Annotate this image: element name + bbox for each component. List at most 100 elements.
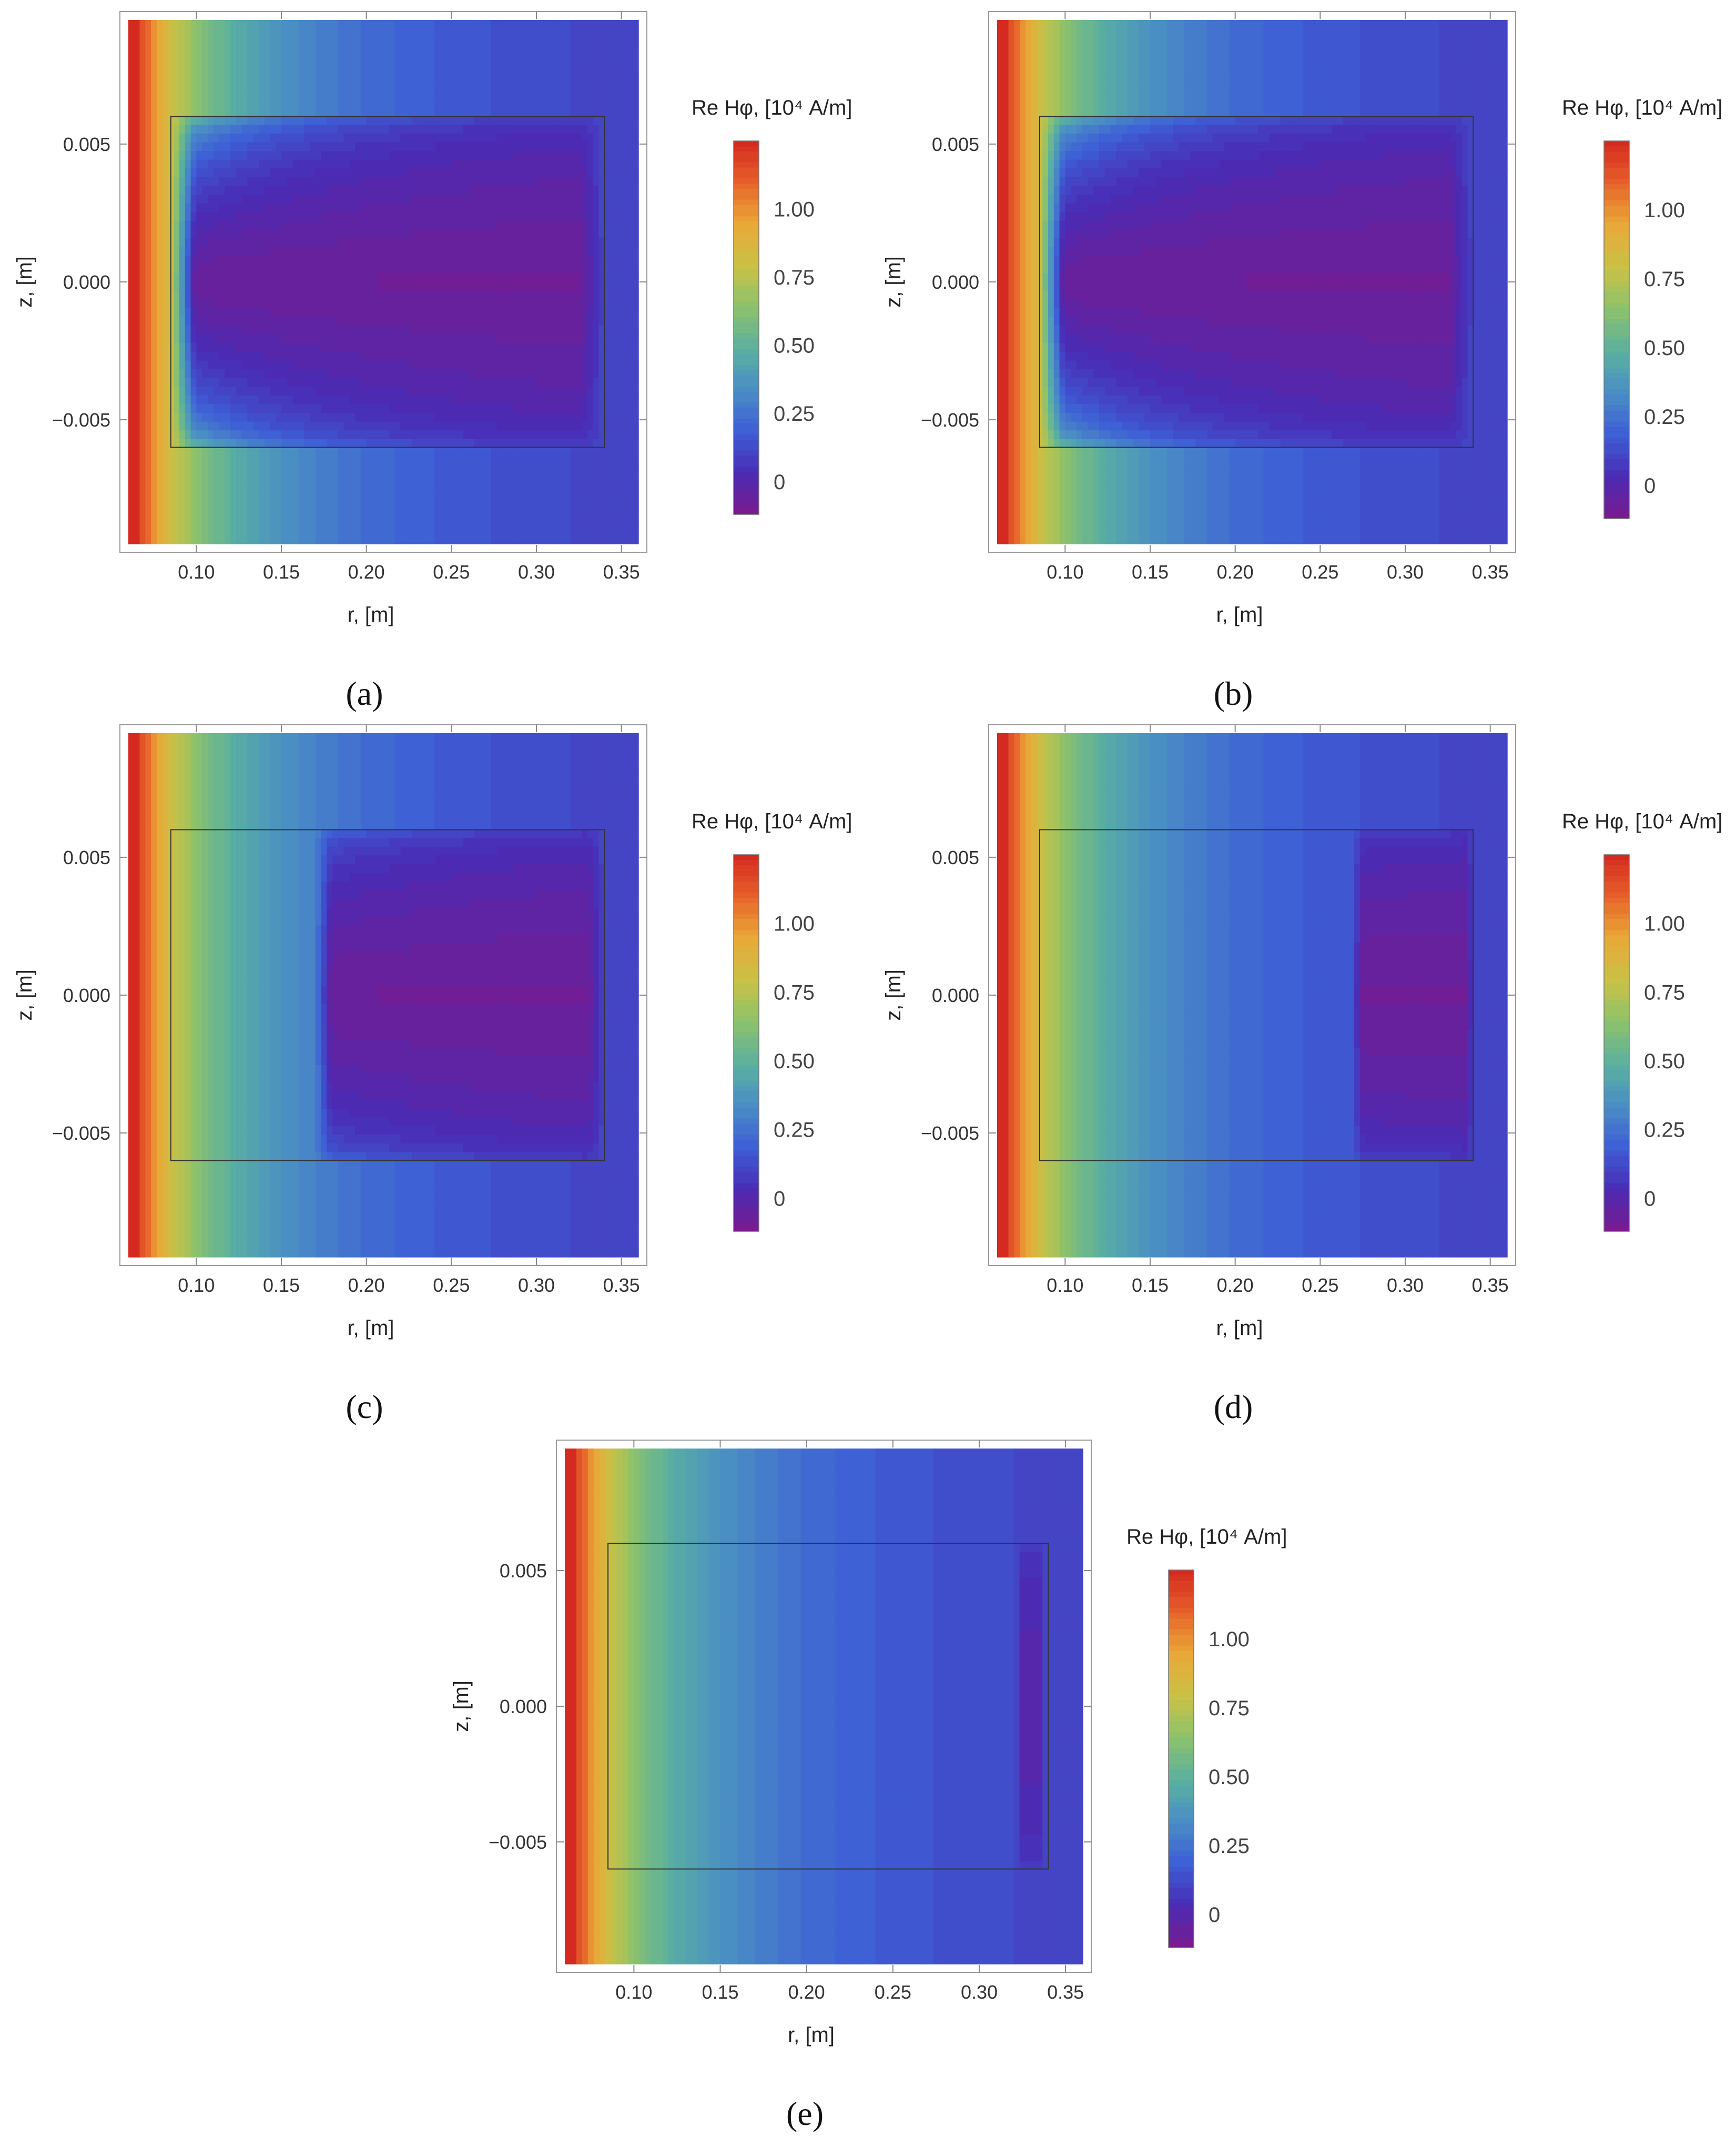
field-cell <box>174 299 179 308</box>
field-cell <box>128 335 134 343</box>
field-cell <box>163 177 168 186</box>
field-cell <box>202 404 208 413</box>
field-cell <box>157 142 163 151</box>
field-cell <box>247 439 253 448</box>
field-cell <box>236 282 242 291</box>
field-cell <box>179 483 185 492</box>
field-cell <box>270 229 276 238</box>
field-cell <box>151 378 157 387</box>
field-cell <box>151 369 157 378</box>
field-cell <box>140 20 146 29</box>
field-cell <box>225 299 230 308</box>
field-cell <box>230 308 236 317</box>
field-cell <box>225 46 230 55</box>
field-cell <box>208 474 214 483</box>
field-cell <box>208 229 214 238</box>
panel-a: 0.10 0.15 0.20 0.25 0.30 0.350.0050.000−0.005… <box>13 12 852 712</box>
field-cell <box>151 509 157 518</box>
field-cell <box>219 134 225 143</box>
field-cell <box>163 204 168 212</box>
field-cell <box>179 20 185 29</box>
field-cell <box>208 98 214 107</box>
field-cell <box>259 177 265 186</box>
field-cell <box>174 291 179 300</box>
field-cell <box>128 37 134 46</box>
field-cell <box>265 396 270 404</box>
field-cell <box>134 317 140 326</box>
field-cell <box>270 73 276 82</box>
field-cell <box>202 81 208 90</box>
field-cell <box>253 273 259 282</box>
field-cell <box>179 134 185 143</box>
field-cell <box>247 160 253 169</box>
field-cell <box>236 195 242 204</box>
field-cell <box>145 125 151 134</box>
field-cell <box>259 64 265 73</box>
field-cell <box>128 291 134 300</box>
field-cell <box>196 37 202 46</box>
field-cell <box>179 160 185 169</box>
field-cell <box>202 378 208 387</box>
field-cell <box>145 360 151 369</box>
field-cell <box>253 55 259 64</box>
field-cell <box>191 343 197 352</box>
field-cell <box>157 518 163 526</box>
field-cell <box>247 343 253 352</box>
field-cell <box>202 326 208 335</box>
field-cell <box>236 125 242 134</box>
field-cell <box>253 500 259 509</box>
field-cell <box>179 73 185 82</box>
field-cell <box>140 107 146 116</box>
field-cell <box>185 430 191 439</box>
field-cell <box>191 195 197 204</box>
field-cell <box>219 483 225 492</box>
field-cell <box>265 204 270 212</box>
field-cell <box>259 55 265 64</box>
field-cell <box>202 448 208 457</box>
field-cell <box>236 465 242 474</box>
field-cell <box>174 439 179 448</box>
field-cell <box>179 352 185 361</box>
field-cell <box>145 64 151 73</box>
field-cell <box>196 360 202 369</box>
field-cell <box>185 439 191 448</box>
field-cell <box>134 265 140 274</box>
field-cell <box>151 125 157 134</box>
field-cell <box>236 413 242 422</box>
field-cell <box>247 98 253 107</box>
field-cell <box>196 413 202 422</box>
field-cell <box>179 326 185 335</box>
field-cell <box>145 98 151 107</box>
field-cell <box>174 413 179 422</box>
field-cell <box>140 404 146 413</box>
field-cell <box>174 518 179 526</box>
field-cell <box>140 265 146 274</box>
field-cell <box>145 526 151 535</box>
field-cell <box>196 29 202 38</box>
field-cell <box>191 535 197 544</box>
field-cell <box>168 37 174 46</box>
field-cell <box>253 308 259 317</box>
field-cell <box>265 500 270 509</box>
field-cell <box>202 107 208 116</box>
field-cell <box>242 317 248 326</box>
field-cell <box>270 413 276 422</box>
field-cell <box>145 81 151 90</box>
field-cell <box>179 509 185 518</box>
field-cell <box>163 125 168 134</box>
field-cell <box>265 37 270 46</box>
field-cell <box>265 273 270 282</box>
field-cell <box>163 387 168 396</box>
field-cell <box>202 168 208 177</box>
field-cell <box>140 422 146 431</box>
field-cell <box>265 413 270 422</box>
field-cell <box>140 256 146 265</box>
field-cell <box>247 360 253 369</box>
field-cell <box>174 20 179 29</box>
field-cell <box>242 360 248 369</box>
field-cell <box>151 491 157 500</box>
field-cell <box>168 483 174 492</box>
field-cell <box>145 343 151 352</box>
field-cell <box>191 335 197 343</box>
field-cell <box>185 326 191 335</box>
